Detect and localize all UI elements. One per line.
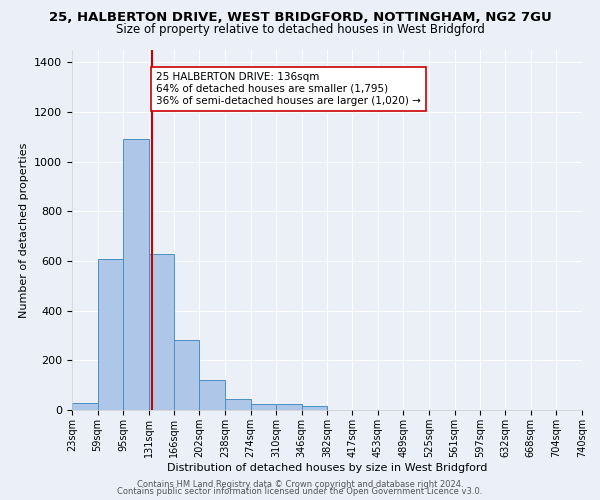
Y-axis label: Number of detached properties: Number of detached properties (19, 142, 29, 318)
Bar (225, 399, 251, 410)
Bar (199, 380, 225, 410)
Bar (302, 406, 328, 410)
Text: 25, HALBERTON DRIVE, WEST BRIDGFORD, NOTTINGHAM, NG2 7GU: 25, HALBERTON DRIVE, WEST BRIDGFORD, NOT… (49, 11, 551, 24)
Bar (276, 404, 302, 410)
Bar (175, 340, 199, 410)
Text: 25 HALBERTON DRIVE: 136sqm
64% of detached houses are smaller (1,795)
36% of sem: 25 HALBERTON DRIVE: 136sqm 64% of detach… (156, 72, 421, 106)
Text: Size of property relative to detached houses in West Bridgford: Size of property relative to detached ho… (116, 22, 484, 36)
Bar (149, 254, 175, 410)
Bar (98, 258, 123, 410)
Bar (251, 404, 276, 410)
Text: Contains HM Land Registry data © Crown copyright and database right 2024.: Contains HM Land Registry data © Crown c… (137, 480, 463, 489)
Text: Contains public sector information licensed under the Open Government Licence v3: Contains public sector information licen… (118, 487, 482, 496)
Bar (123, 140, 149, 410)
X-axis label: Distribution of detached houses by size in West Bridgford: Distribution of detached houses by size … (167, 462, 487, 472)
Bar (72, 402, 98, 410)
